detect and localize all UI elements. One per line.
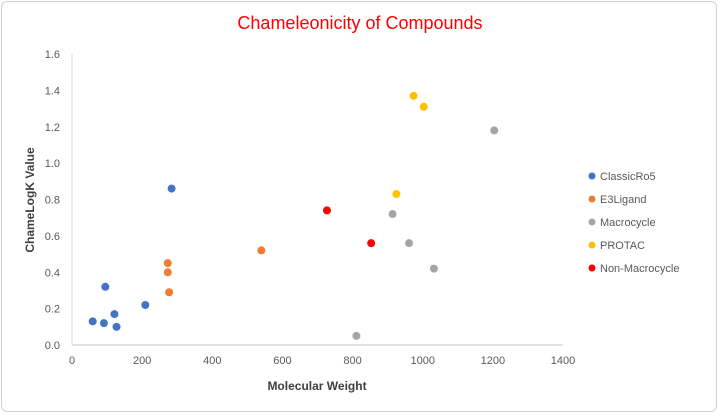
data-point-protac (419, 102, 428, 111)
data-point-macrocycle (490, 126, 499, 135)
data-point-macrocycle (429, 264, 438, 273)
legend-label: ClassicRo5 (600, 171, 656, 183)
data-point-classicro5 (112, 322, 121, 331)
y-axis-label: ChameLogK Value (23, 147, 37, 253)
x-tick-label: 0 (69, 355, 75, 367)
legend-label: Non-Macrocycle (600, 263, 679, 275)
chart-title: Chameleonicity of Compounds (237, 13, 482, 33)
legend-label: PROTAC (600, 240, 645, 252)
x-tick-label: 1400 (551, 355, 575, 367)
legend-marker (588, 172, 596, 180)
data-point-classicro5 (141, 300, 150, 309)
data-point-non-macrocycle (322, 206, 331, 215)
data-point-classicro5 (99, 319, 108, 328)
legend-marker (588, 218, 596, 226)
y-tick-label: 1.4 (45, 85, 60, 97)
y-tick-label: 0.6 (45, 231, 60, 243)
data-point-classicro5 (88, 317, 97, 326)
x-tick-label: 1000 (410, 355, 434, 367)
data-point-macrocycle (405, 239, 414, 248)
y-tick-label: 0.0 (45, 340, 60, 352)
data-point-macrocycle (352, 331, 361, 340)
data-point-protac (409, 91, 418, 100)
legend-marker (588, 264, 596, 272)
data-point-macrocycle (388, 210, 397, 219)
y-tick-label: 0.2 (45, 304, 60, 316)
y-tick-label: 1.0 (45, 158, 60, 170)
data-point-non-macrocycle (367, 239, 376, 248)
data-point-classicro5 (110, 310, 119, 319)
x-tick-label: 1200 (481, 355, 505, 367)
legend-marker (588, 241, 596, 249)
x-tick-label: 200 (133, 355, 151, 367)
data-point-classicro5 (167, 184, 176, 193)
data-point-e3ligand (257, 246, 266, 255)
y-tick-label: 0.4 (45, 267, 60, 279)
data-point-e3ligand (165, 288, 174, 297)
x-tick-label: 800 (343, 355, 361, 367)
y-tick-label: 1.6 (45, 49, 60, 61)
legend-label: E3Ligand (600, 194, 647, 206)
x-tick-label: 600 (273, 355, 291, 367)
legend-marker (588, 195, 596, 203)
data-point-e3ligand (163, 268, 172, 277)
y-tick-label: 1.2 (45, 122, 60, 134)
data-point-e3ligand (163, 259, 172, 268)
data-point-classicro5 (101, 282, 110, 291)
legend-label: Macrocycle (600, 217, 656, 229)
y-tick-label: 0.8 (45, 195, 60, 207)
data-point-protac (392, 190, 401, 199)
x-axis-label: Molecular Weight (267, 379, 366, 393)
x-tick-label: 400 (203, 355, 221, 367)
